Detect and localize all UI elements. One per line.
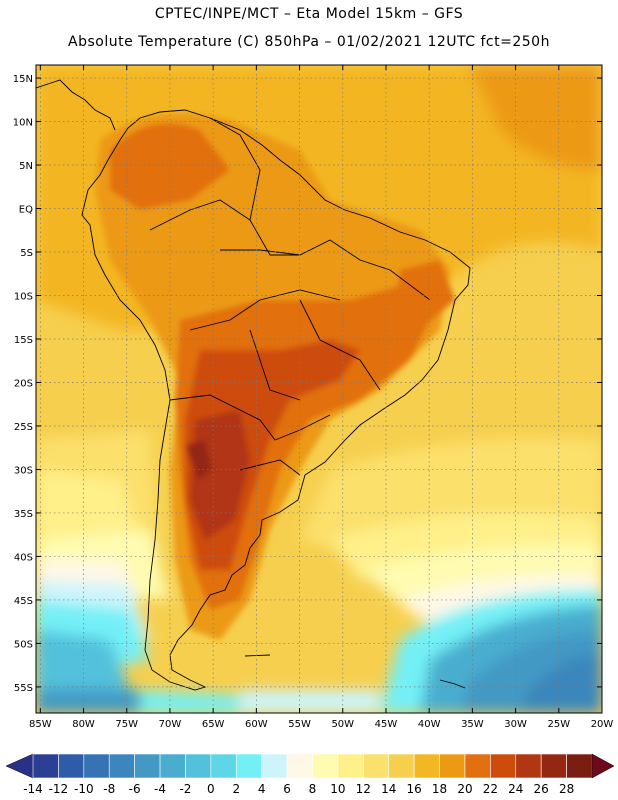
colorbar-label: 2 — [232, 782, 240, 796]
axis-ticks — [36, 65, 603, 713]
lat-label: 5N — [19, 161, 33, 172]
colorbar-swatch — [337, 753, 364, 779]
colorbar-swatch — [413, 753, 440, 779]
colorbar-over-arrow — [591, 753, 615, 779]
colorbar-label: 12 — [356, 782, 371, 796]
lon-label: 65W — [202, 719, 225, 730]
colorbar-swatch — [439, 753, 466, 779]
colorbar-label: 24 — [508, 782, 523, 796]
lon-label: 20W — [591, 719, 614, 730]
colorbar-swatches — [5, 753, 615, 779]
lat-label: 10N — [13, 118, 33, 129]
lat-label: 35S — [14, 509, 33, 520]
lon-label: 60W — [245, 719, 268, 730]
lat-label: 20S — [14, 378, 33, 389]
colorbar-swatch — [515, 753, 542, 779]
colorbar-swatch — [210, 753, 237, 779]
colorbar-swatch — [159, 753, 186, 779]
colorbar-label: 28 — [559, 782, 574, 796]
colorbar-label: -2 — [179, 782, 191, 796]
latitude-labels: 15N 10N 5N EQ 5S 10S 15S 20S 25S 30S 35S 40S 45S 50S 5… — [13, 74, 33, 694]
colorbar-label: 14 — [381, 782, 396, 796]
colorbar-label: 20 — [457, 782, 472, 796]
colorbar-swatch — [566, 753, 593, 779]
colorbar-swatch — [32, 753, 59, 779]
lat-lon-grid — [36, 65, 602, 713]
colorbar-label: -12 — [49, 782, 69, 796]
lon-label: 30W — [504, 719, 527, 730]
lat-label: 15N — [13, 74, 33, 85]
title-line-1: CPTEC/INPE/MCT – Eta Model 15km – GFS — [154, 6, 464, 22]
colorbar-swatch — [83, 753, 110, 779]
lon-label: 70W — [159, 719, 182, 730]
colorbar-label: -6 — [129, 782, 141, 796]
colorbar-under-arrow — [5, 753, 34, 779]
colorbar-label: 0 — [207, 782, 215, 796]
lat-label: 15S — [14, 335, 33, 346]
lat-label: 25S — [14, 422, 33, 433]
colorbar-swatch — [490, 753, 517, 779]
colorbar-swatch — [286, 753, 313, 779]
colorbar-swatch — [108, 753, 135, 779]
lat-label: 40S — [14, 552, 33, 563]
colorbar-swatch — [312, 753, 339, 779]
lon-label: 40W — [418, 719, 441, 730]
colorbar-label: -14 — [23, 782, 43, 796]
colorbar-swatch — [388, 753, 415, 779]
colorbar-swatch — [134, 753, 161, 779]
colorbar-swatch — [58, 753, 85, 779]
colorbar-swatch — [540, 753, 567, 779]
colorbar-label: 10 — [330, 782, 345, 796]
colorbar-swatch — [261, 753, 288, 779]
longitude-labels: 85W 80W 75W 70W 65W 60W 55W 50W 45W 40W 35W 30W 25W 2… — [29, 719, 613, 730]
colorbar-label: -8 — [103, 782, 115, 796]
colorbar-labels: -14 -12 -10 -8 -6 -4 -2 0 2 4 6 8 10 12 14 16 18 20 22 24 26… — [23, 782, 574, 796]
lat-label: 5S — [20, 248, 33, 259]
lat-label: 50S — [14, 639, 33, 650]
lat-label: 45S — [14, 596, 33, 607]
colorbar-label: 26 — [534, 782, 549, 796]
lon-label: 50W — [331, 719, 354, 730]
lat-label: EQ — [19, 205, 33, 216]
colorbar-label: -10 — [74, 782, 94, 796]
colorbar-label: 22 — [483, 782, 498, 796]
lon-label: 75W — [115, 719, 138, 730]
colorbar-label: 16 — [406, 782, 421, 796]
lon-label: 35W — [461, 719, 484, 730]
colorbar-label: 8 — [309, 782, 317, 796]
colorbar-label: -4 — [154, 782, 166, 796]
lon-label: 80W — [72, 719, 95, 730]
colorbar-label: 4 — [258, 782, 266, 796]
lon-label: 55W — [288, 719, 311, 730]
coastlines — [36, 79, 471, 691]
colorbar-swatch — [235, 753, 262, 779]
colorbar-swatch — [464, 753, 491, 779]
title-line-2: Absolute Temperature (C) 850hPa – 01/02/… — [68, 34, 550, 50]
lon-label: 25W — [547, 719, 570, 730]
colorbar-label: 18 — [432, 782, 447, 796]
colorbar-swatch — [185, 753, 212, 779]
lon-label: 85W — [29, 719, 52, 730]
map-frame — [35, 64, 603, 714]
lat-label: 55S — [14, 683, 33, 694]
lat-label: 30S — [14, 465, 33, 476]
colorbar-label: 6 — [283, 782, 291, 796]
lat-label: 10S — [14, 291, 33, 302]
lon-label: 45W — [375, 719, 398, 730]
temperature-field — [36, 65, 602, 713]
colorbar-swatch — [363, 753, 390, 779]
